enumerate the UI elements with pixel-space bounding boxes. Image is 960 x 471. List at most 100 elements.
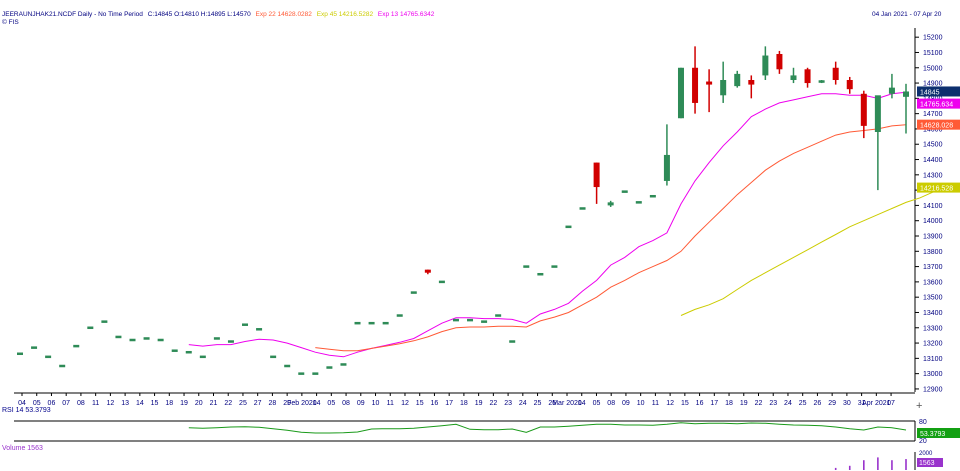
ema22-tag: [917, 119, 960, 130]
candle-body: [846, 80, 853, 90]
x-tick-label: 19: [180, 400, 188, 407]
x-tick-label: 07: [887, 400, 895, 407]
x-tick-label: 12: [106, 400, 114, 407]
volume-bar: [891, 460, 893, 470]
candle-body: [438, 280, 445, 284]
y-tick-label: 15000: [923, 65, 943, 72]
volume-value-tag: [917, 458, 943, 467]
y-tick-label: 14900: [923, 81, 943, 88]
x-tick-label: Mar 2021: [552, 400, 582, 407]
candle-body: [467, 318, 474, 322]
candle-body: [790, 75, 797, 80]
ema45-tag-label: 14216.528: [920, 186, 953, 193]
x-tick-label: 14: [136, 400, 144, 407]
candle-body: [382, 321, 389, 325]
candle-body: [368, 321, 375, 325]
candle-body: [677, 67, 684, 119]
y-tick-label: 14400: [923, 157, 943, 164]
x-tick-label: 30: [843, 400, 851, 407]
x-tick-label: 11: [387, 400, 394, 407]
x-tick-label: 18: [460, 400, 468, 407]
x-tick-label: 16: [696, 400, 704, 407]
candle-body: [354, 321, 361, 325]
rsi-level-label: 20: [919, 438, 927, 445]
rsi-value-tag-label: 53.3793: [920, 431, 945, 438]
candle-body: [579, 207, 586, 210]
y-tick-label: 13000: [923, 371, 943, 378]
x-tick-label: 11: [652, 400, 659, 407]
crosshair-marker: +: [916, 400, 922, 412]
volume-bar: [905, 459, 907, 470]
candle-body: [171, 349, 178, 352]
symbol-period: JEERAUNJHAK21.NCDF Daily - No Time Perio…: [2, 11, 143, 18]
x-tick-label: 25: [799, 400, 807, 407]
candle-body: [649, 194, 656, 198]
x-tick-label: 21: [210, 400, 218, 407]
ema13-readout: Exp 13 14765.6342: [377, 11, 435, 18]
x-tick-label: 10: [372, 400, 380, 407]
x-tick-label: 25: [239, 400, 247, 407]
rsi-level-label: 80: [919, 419, 927, 426]
x-tick-label: 15: [681, 400, 689, 407]
x-tick-label: 06: [48, 400, 56, 407]
x-tick-label: 24: [784, 400, 792, 407]
candle-body: [396, 314, 403, 317]
ema13-tag: [917, 98, 960, 109]
y-tick-label: 15200: [923, 35, 943, 42]
candle-body: [903, 91, 909, 97]
candle-body: [607, 202, 614, 206]
y-tick-label: 13200: [923, 341, 943, 348]
x-tick-label: 16: [431, 400, 439, 407]
close-price-tag-label: 14845: [920, 89, 940, 96]
y-tick-label: 14300: [923, 172, 943, 179]
x-tick-label: 23: [769, 400, 777, 407]
candle-body: [762, 55, 769, 76]
y-tick-label: 13400: [923, 310, 943, 317]
candle-body: [874, 95, 881, 132]
volume-bar: [848, 465, 851, 470]
y-tick-label: 15100: [923, 50, 943, 57]
volume-bar: [834, 467, 837, 470]
candle-body: [495, 314, 502, 317]
ema-line: [315, 124, 907, 352]
x-tick-label: 09: [622, 400, 630, 407]
ema22-tag-label: 14628.028: [920, 123, 953, 130]
x-tick-label: 26: [548, 400, 556, 407]
x-tick-label: 04: [18, 400, 26, 407]
candle-body: [551, 265, 558, 268]
ema45-readout: Exp 45 14216.5282: [316, 11, 374, 18]
close-price-tag: [917, 86, 960, 97]
candle-body: [59, 364, 66, 368]
rsi-label: RSI 14 53.3793: [2, 407, 51, 414]
candle-body: [256, 328, 263, 331]
y-tick-label: 14700: [923, 111, 943, 118]
x-tick-label: 18: [725, 400, 733, 407]
x-tick-label: 23: [504, 400, 512, 407]
x-tick-label: 22: [224, 400, 232, 407]
x-tick-label: 05: [33, 400, 41, 407]
candle-body: [720, 80, 727, 96]
candle-body: [157, 338, 164, 342]
chart-header: JEERAUNJHAK21.NCDF Daily - No Time Perio…: [2, 11, 437, 18]
candle-body: [242, 323, 249, 326]
candle-body: [101, 320, 108, 323]
y-tick-label: 13700: [923, 264, 943, 271]
candle-body: [734, 73, 741, 87]
x-tick-label: 13: [121, 400, 129, 407]
candle-body: [706, 81, 713, 85]
x-tick-label: 04: [313, 400, 321, 407]
x-tick-label: Apr 2021: [862, 400, 891, 407]
x-tick-label: 07: [62, 400, 70, 407]
candle-body: [45, 355, 52, 359]
candle-body: [537, 272, 544, 276]
volume-value-tag-label: 1563: [919, 460, 935, 467]
candle-body: [692, 67, 699, 103]
x-tick-label: 10: [637, 400, 645, 407]
x-tick-label: 19: [740, 400, 748, 407]
candle-body: [340, 363, 347, 366]
x-tick-label: 22: [755, 400, 763, 407]
x-tick-label: 11: [92, 400, 99, 407]
candle-body: [270, 355, 277, 359]
x-tick-label: 09: [357, 400, 365, 407]
